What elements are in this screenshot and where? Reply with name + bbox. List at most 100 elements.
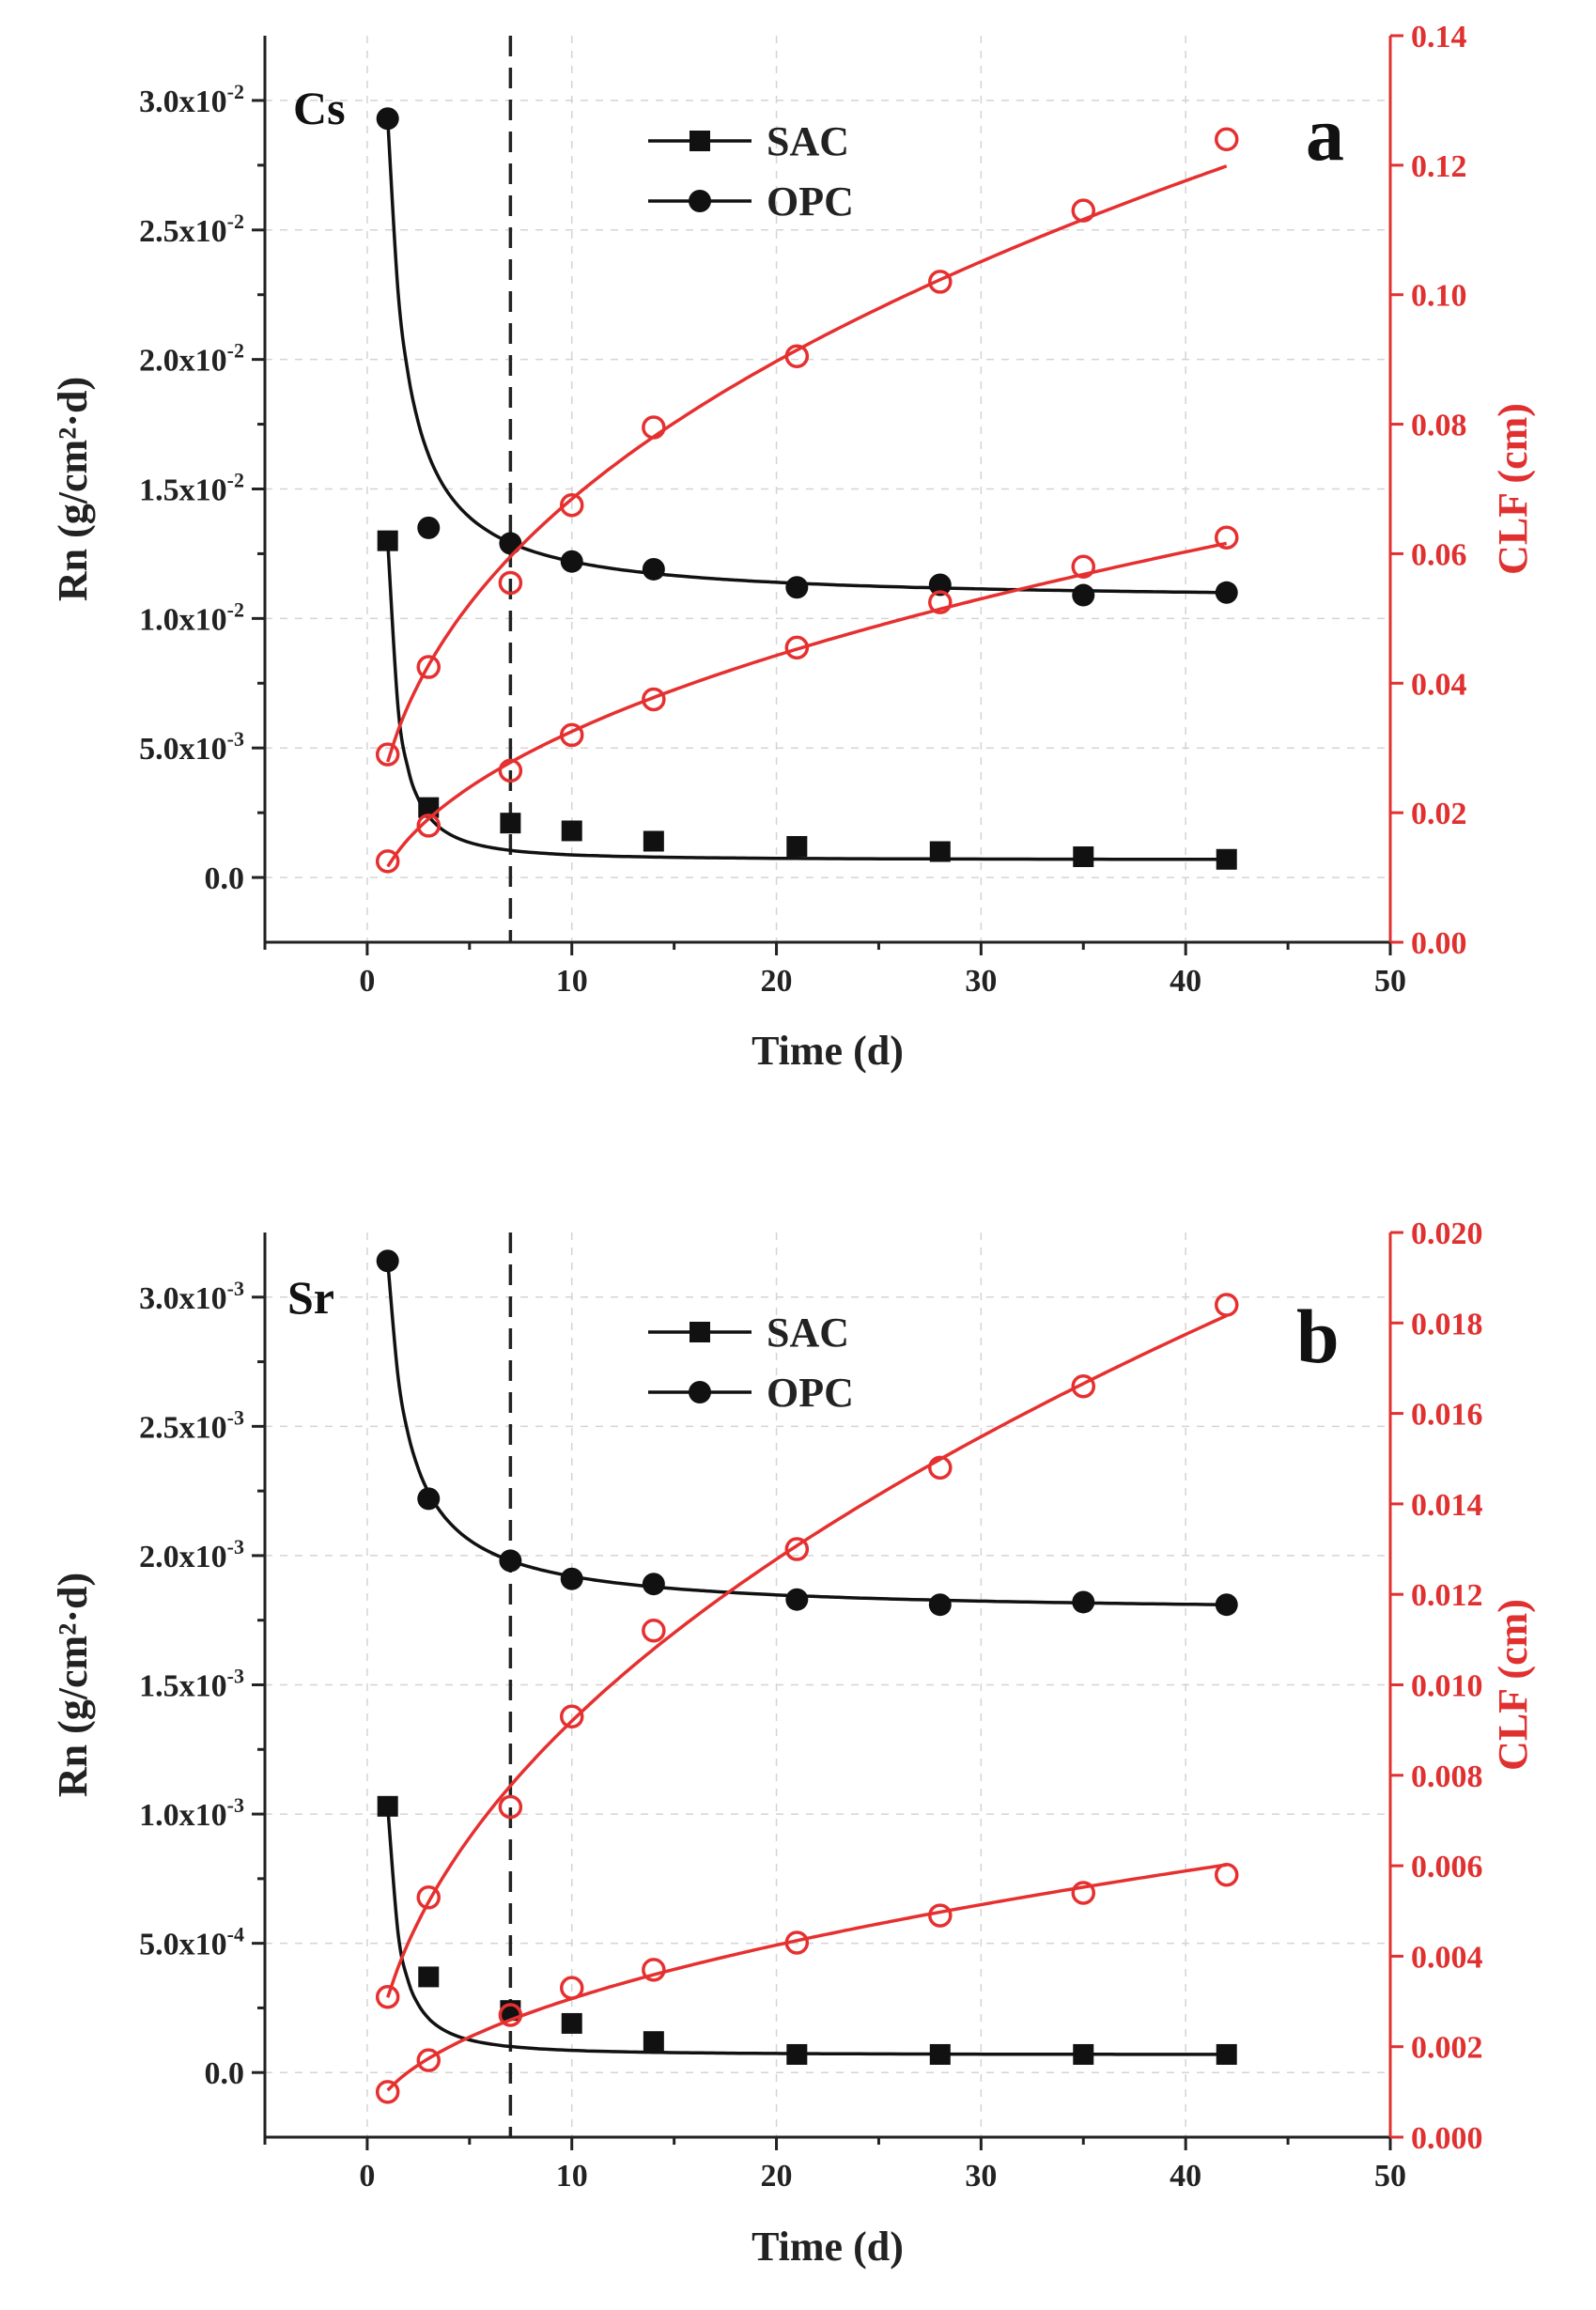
x-tick-label: 50 [1374, 2159, 1406, 2194]
data-point-opc-clf [642, 415, 666, 440]
data-point-opc [499, 532, 522, 555]
data-point-sac [643, 2031, 664, 2053]
x-tick-label: 0 [359, 2159, 375, 2194]
legend-marker-circle [689, 190, 711, 212]
y2-tick-label: 0.14 [1411, 20, 1467, 54]
data-point-opc-clf [375, 742, 400, 767]
data-point-opc-clf [559, 492, 584, 518]
x-tick-label: 20 [761, 964, 793, 999]
data-point-sac-clf [1214, 525, 1239, 550]
data-point-opc-clf [375, 1984, 400, 2009]
data-point-sac-clf [642, 1958, 666, 1982]
data-point-opc-clf [928, 1455, 953, 1481]
y2-tick-label: 0.004 [1411, 1940, 1483, 1975]
y2-tick-label: 0.008 [1411, 1760, 1483, 1794]
y2-tick-label: 0.010 [1411, 1669, 1483, 1704]
legend-label: OPC [767, 1370, 854, 1416]
legend-label: OPC [767, 178, 854, 225]
x-tick-label: 10 [556, 964, 588, 999]
data-point-opc [928, 1593, 952, 1617]
data-point-opc-clf [928, 270, 953, 294]
y-tick-label: 3.0x10-3 [139, 1277, 244, 1316]
data-point-opc [642, 1573, 665, 1596]
data-point-opc [417, 1487, 441, 1511]
data-point-sac-clf [928, 1903, 953, 1928]
y2-tick-label: 0.002 [1411, 2031, 1483, 2066]
element-label: Sr [287, 1271, 334, 1324]
data-point-opc [1072, 1590, 1095, 1614]
panel-letter: a [1306, 91, 1344, 177]
data-point-sac-clf [928, 590, 953, 614]
y-tick-label: 1.0x10-2 [139, 597, 244, 637]
data-point-sac [1073, 846, 1094, 868]
legend-marker-circle [689, 1381, 711, 1403]
data-point-opc-clf [1071, 198, 1096, 223]
y-axis-title: Rn (g/cm²·d) [50, 1573, 96, 1797]
y-tick-label: 2.0x10-3 [139, 1535, 244, 1574]
y-tick-label: 5.0x10-4 [139, 1923, 244, 1962]
data-point-sac [377, 530, 398, 551]
y-tick-label: 2.5x10-3 [139, 1405, 244, 1445]
data-point-opc-clf [416, 655, 442, 679]
data-point-opc-clf [1214, 127, 1239, 152]
data-point-opc [560, 1567, 583, 1590]
fit-curve-opc-clf [386, 1313, 1228, 1998]
y-tick-label: 1.5x10-2 [139, 469, 244, 508]
data-point-opc [1072, 583, 1095, 607]
data-point-sac-clf [498, 2003, 523, 2027]
y2-tick-label: 0.08 [1411, 409, 1467, 443]
y-tick-label: 0.0 [205, 861, 245, 896]
legend-label: SAC [767, 1310, 849, 1356]
data-point-opc-clf [784, 1537, 810, 1561]
data-point-sac-clf [1214, 1862, 1239, 1887]
x-tick-label: 0 [359, 964, 375, 999]
data-point-opc [376, 107, 399, 131]
x-tick-label: 30 [965, 964, 997, 999]
x-tick-label: 30 [965, 2159, 997, 2194]
data-point-sac-clf [375, 2080, 400, 2104]
y2-axis-title: CLF (cm) [1490, 1599, 1536, 1771]
x-tick-label: 50 [1374, 964, 1406, 999]
data-point-sac [418, 1966, 440, 1988]
y-tick-label: 2.0x10-2 [139, 339, 244, 379]
y2-tick-label: 0.04 [1411, 667, 1467, 702]
y2-tick-label: 0.10 [1411, 279, 1467, 314]
y-tick-label: 3.0x10-2 [139, 80, 244, 119]
y2-tick-label: 0.018 [1411, 1307, 1483, 1341]
data-point-opc [417, 516, 441, 539]
data-point-sac-clf [416, 2048, 442, 2072]
x-tick-label: 40 [1170, 964, 1201, 999]
data-point-sac [561, 2012, 582, 2034]
legend-marker-square [690, 1322, 710, 1342]
y2-tick-label: 0.014 [1411, 1488, 1483, 1523]
legend-label: SAC [767, 118, 849, 164]
data-point-sac [643, 830, 664, 852]
data-point-sac-clf [498, 758, 523, 783]
data-point-sac [1216, 2043, 1237, 2065]
data-point-sac [929, 2043, 951, 2065]
data-point-opc-clf [559, 1704, 584, 1729]
y2-tick-label: 0.012 [1411, 1578, 1483, 1613]
data-point-opc [376, 1249, 399, 1273]
chart-panel-b: 0 10 20 30 40 50 0.0 5.0x10-4 1.0x10-3 1.5x10-3 2.… [50, 1217, 1536, 2270]
data-point-sac-clf [375, 849, 400, 874]
data-point-sac [786, 835, 808, 857]
y2-tick-label: 0.00 [1411, 926, 1467, 961]
y-axis-title: Rn (g/cm²·d) [50, 377, 96, 601]
y-tick-label: 5.0x10-3 [139, 727, 244, 767]
y2-tick-label: 0.06 [1411, 537, 1467, 572]
data-point-sac [1073, 2043, 1094, 2065]
data-point-sac [786, 2043, 808, 2065]
data-point-opc [642, 557, 665, 581]
legend-marker-square [690, 131, 710, 151]
data-point-opc-clf [1214, 1293, 1239, 1317]
data-point-sac-clf [1071, 554, 1096, 579]
y-tick-label: 1.5x10-3 [139, 1665, 244, 1704]
data-point-sac-clf [784, 635, 810, 660]
data-point-sac [929, 841, 951, 862]
y2-axis-title: CLF (cm) [1490, 403, 1536, 575]
y2-tick-label: 0.006 [1411, 1850, 1483, 1884]
y2-tick-label: 0.020 [1411, 1217, 1483, 1251]
data-point-sac-clf [416, 814, 442, 838]
x-tick-label: 20 [761, 2159, 793, 2194]
